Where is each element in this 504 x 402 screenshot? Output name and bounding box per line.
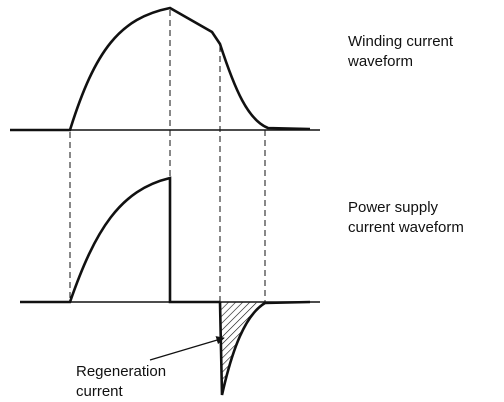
supply-waveform <box>20 176 220 304</box>
regeneration-waveform <box>218 300 311 396</box>
label: current <box>76 383 124 400</box>
label: current waveform <box>348 219 464 236</box>
label: Regeneration <box>76 363 166 380</box>
label: Winding current <box>348 33 454 50</box>
winding-waveform <box>10 6 311 132</box>
label: Power supply <box>348 199 439 216</box>
label: waveform <box>347 53 413 70</box>
regeneration-area <box>220 302 265 395</box>
pointer-arrow <box>149 336 225 361</box>
